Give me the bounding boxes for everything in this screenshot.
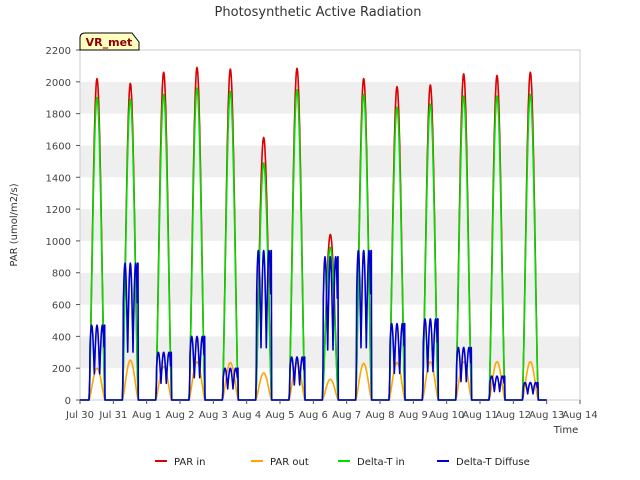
x-tick-label: Aug 12 [496,410,531,421]
y-tick-label: 800 [52,269,71,280]
y-axis: 0 200 400 600 800 1000 1200 1400 1600 1800 2000 220… [46,46,80,407]
y-tick-label: 1200 [46,205,71,216]
legend-item-label: PAR out [270,457,309,468]
legend: PAR in PAR out Delta-T in Delta-T Diffuse [155,457,530,468]
x-tick-label: Aug 11 [462,410,497,421]
x-tick-label: Aug 13 [529,410,564,421]
station-badge: VR_met [79,32,140,51]
grid-band [80,336,580,369]
legend-item-label: Delta-T in [357,457,405,468]
x-tick-label: Aug 2 [165,410,194,421]
chart-title: Photosynthetic Active Radiation [215,5,422,20]
y-tick-label: 400 [52,332,71,343]
y-axis-label: PAR (umol/m2/s) [9,183,20,266]
y-tick-label: 1000 [46,237,71,248]
x-tick-label: Aug 1 [132,410,161,421]
y-tick-label: 1800 [46,110,71,121]
y-tick-label: 0 [65,396,71,407]
x-axis: Jul 30 Jul 31 Aug 1 Aug 2 Aug 3 Aug 4 Aug 5 Aug… [65,400,598,421]
x-tick-label: Aug 8 [365,410,394,421]
y-tick-label: 2000 [46,78,71,89]
x-tick-label: Aug 7 [332,410,361,421]
x-tick-label: Jul 30 [65,410,94,421]
y-tick-label: 2200 [46,46,71,57]
x-tick-label: Jul 31 [98,410,127,421]
grid-band [80,177,580,210]
y-tick-label: 600 [52,301,71,312]
y-tick-label: 1600 [46,141,71,152]
grid-band [80,113,580,146]
x-tick-label: Aug 3 [199,410,228,421]
legend-item-label: PAR in [174,457,205,468]
plot-frame [79,49,581,401]
grid-band [80,368,580,400]
x-tick-label: Aug 5 [265,410,294,421]
grid-band [80,81,580,114]
grid-band [80,272,580,305]
grid-band [80,50,580,82]
x-tick-label: Aug 6 [299,410,328,421]
x-tick-label: Aug 9 [399,410,428,421]
x-tick-label: Aug 4 [232,410,261,421]
y-tick-label: 1400 [46,173,71,184]
y-tick-label: 200 [52,364,71,375]
x-tick-label: Aug 10 [429,410,464,421]
grid-band [80,145,580,178]
station-badge-label: VR_met [86,36,133,49]
x-tick-label: Aug 14 [562,410,597,421]
legend-item-label: Delta-T Diffuse [456,457,530,468]
grid-band [80,304,580,337]
grid-bands [79,49,581,401]
x-axis-label: Time [553,425,578,436]
